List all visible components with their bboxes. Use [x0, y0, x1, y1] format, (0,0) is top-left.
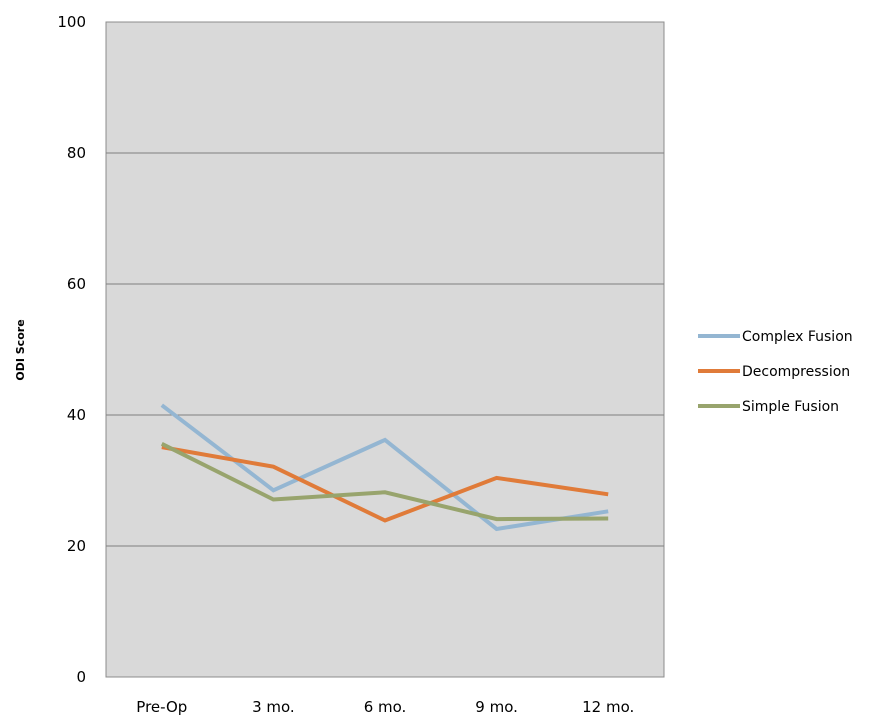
y-axis-title: ODI Score [14, 319, 27, 380]
x-axis-ticks: Pre-Op 3 mo. 6 mo. 9 mo. 12 mo. [136, 698, 634, 716]
plot-area-background [105, 21, 665, 678]
y-tick-label: 100 [57, 13, 86, 31]
legend: Complex Fusion Decompression Simple Fusion [698, 329, 853, 415]
series-line-decompression [161, 445, 609, 523]
gridlines [106, 152, 664, 547]
y-tick-label: 20 [67, 537, 86, 555]
series-line-simple-fusion [160, 442, 609, 522]
x-tick-label: 12 mo. [582, 698, 634, 716]
y-tick-label: 60 [67, 275, 86, 293]
y-axis-ticks: 0 20 40 60 80 100 [57, 13, 86, 686]
legend-label: Decompression [742, 364, 850, 380]
legend-label: Simple Fusion [742, 399, 839, 415]
x-tick-label: 3 mo. [252, 698, 295, 716]
x-tick-label: 9 mo. [475, 698, 518, 716]
legend-label: Complex Fusion [742, 329, 853, 345]
x-tick-label: Pre-Op [136, 698, 187, 716]
y-tick-label: 80 [67, 144, 86, 162]
x-tick-label: 6 mo. [364, 698, 407, 716]
y-tick-label: 40 [67, 406, 86, 424]
series-lines [160, 403, 609, 532]
y-tick-label: 0 [76, 668, 86, 686]
